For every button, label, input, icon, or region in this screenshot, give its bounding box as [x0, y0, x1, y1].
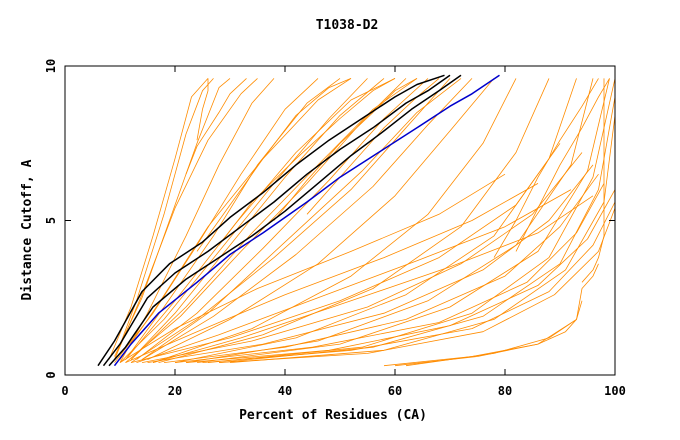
series-line-model-o41	[383, 263, 599, 367]
series-line-model-o34	[114, 78, 258, 360]
series-line-model-o20	[229, 115, 616, 363]
x-tick-label-80: 80	[498, 384, 512, 398]
series-line-model-o17	[196, 78, 610, 363]
series-line-model-o30	[125, 183, 539, 363]
series-line-model-o43	[196, 78, 352, 252]
series-line-model-o36	[130, 78, 418, 360]
y-tick-label-0: 0	[44, 371, 58, 378]
series-line-model-o12	[147, 78, 495, 360]
x-tick-label-100: 100	[604, 384, 626, 398]
series-line-model-o33	[114, 78, 214, 360]
series-line-highlight-black-1	[102, 74, 451, 367]
series-line-model-o42	[581, 78, 605, 283]
series-line-model-o9	[136, 78, 429, 360]
y-tick-label-5: 5	[44, 217, 58, 224]
series-line-highlight-black-2	[108, 74, 462, 367]
series-line-model-o32	[152, 195, 594, 363]
series-layer	[97, 74, 616, 367]
series-line-model-o28	[218, 207, 616, 363]
x-tick-label-60: 60	[388, 384, 402, 398]
tick-layer: 0 20 40 60 80 100 0 5 10	[44, 59, 626, 398]
series-line-model-o48	[196, 78, 209, 141]
series-line-model-o39	[394, 319, 577, 367]
series-line-model-o50	[515, 78, 610, 252]
series-line-model-o23	[147, 164, 594, 363]
series-line-model-o49	[493, 78, 599, 258]
x-tick-label-0: 0	[61, 384, 68, 398]
series-line-highlight-blue	[113, 74, 500, 367]
series-line-model-o46	[273, 78, 418, 221]
chart-title: T1038-D2	[316, 18, 379, 33]
series-line-model-o21	[130, 143, 561, 363]
y-axis-label: Distance Cutoff, A	[20, 159, 35, 300]
series-line-model-o45	[218, 78, 396, 246]
series-line-model-o1	[108, 78, 209, 360]
series-line-model-o22	[141, 152, 583, 363]
series-line-model-o15	[174, 78, 577, 363]
series-line-model-o27	[202, 201, 616, 363]
series-line-model-o19	[218, 96, 616, 363]
series-line-model-o13	[152, 78, 517, 363]
series-line-model-o14	[158, 78, 550, 363]
series-line-model-o29	[119, 173, 506, 363]
series-line-model-o26	[185, 189, 616, 363]
series-line-model-o25	[174, 183, 605, 363]
series-line-model-o24	[163, 173, 599, 363]
series-line-model-o44	[185, 78, 247, 175]
series-line-model-o6	[119, 78, 368, 363]
y-tick-label-10: 10	[44, 59, 58, 73]
series-line-model-o3	[119, 78, 275, 363]
series-line-model-o5	[125, 78, 341, 360]
series-line-model-o31	[136, 189, 572, 363]
x-axis-label: Percent of Residues (CA)	[239, 408, 427, 423]
series-line-model-o2	[114, 78, 231, 357]
series-line-model-o35	[119, 78, 352, 360]
series-line-model-o11	[141, 78, 473, 360]
series-line-model-o7	[130, 78, 385, 360]
series-line-model-o37	[141, 78, 462, 360]
series-line-model-o18	[207, 78, 616, 363]
series-line-highlight-black-3	[97, 74, 445, 367]
x-tick-label-40: 40	[278, 384, 292, 398]
series-line-model-o47	[306, 78, 440, 215]
x-tick-label-20: 20	[168, 384, 182, 398]
series-line-model-o10	[130, 78, 451, 363]
